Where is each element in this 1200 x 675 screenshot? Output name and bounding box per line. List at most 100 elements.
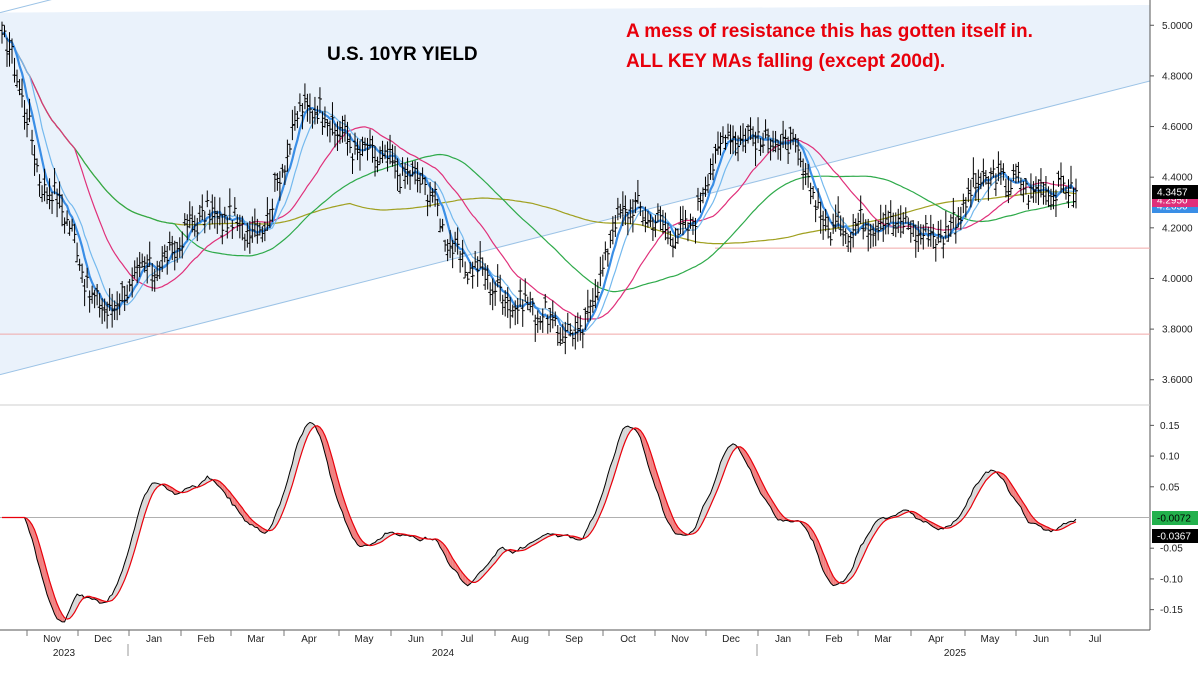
- oscillator-fill-segment: [627, 426, 631, 436]
- last-value-signal-box: [1152, 529, 1198, 543]
- last-value-price-box: [1152, 185, 1198, 199]
- month-label: Apr: [301, 634, 317, 645]
- price-tick-label: 4.0000: [1162, 274, 1193, 285]
- signal-line: [2, 425, 1077, 620]
- oscillator-fill-segment: [675, 523, 678, 535]
- oscillator-fill-segment: [445, 545, 448, 562]
- oscillator-fill-segment: [585, 527, 588, 538]
- month-label: Jul: [461, 634, 474, 645]
- month-label: Jun: [1033, 634, 1049, 645]
- oscillator-fill-segment: [853, 558, 856, 576]
- oscillator-fill-segment: [149, 483, 153, 501]
- oscillator-fill-segment: [637, 428, 641, 438]
- trend-channel-lower-line: [0, 80, 1151, 376]
- oscillator-fill-segment: [475, 574, 478, 583]
- oscillator-fill-segment: [319, 427, 323, 444]
- x-axis: Nov Dec Jan Feb Mar Apr May Jun Jul Aug Sep Oct Nov D…: [26, 630, 1102, 659]
- oscillator-panel: [2, 421, 1077, 623]
- month-label: Aug: [511, 634, 529, 645]
- oscillator-fill-segment: [440, 540, 443, 551]
- month-label: Oct: [620, 634, 636, 645]
- oscillator-fill-segment: [1005, 476, 1009, 491]
- oscillator-fill-segment: [625, 426, 628, 441]
- oscillator-tick-label: -0.05: [1160, 544, 1183, 555]
- oscillator-fill-segment: [803, 522, 806, 529]
- price-axis-ticks: 3.6000 3.8000 4.0000 4.2000 4.4000 4.6000 4.80…: [1150, 21, 1193, 386]
- oscillator-fill-segment: [32, 524, 35, 548]
- annotation-line-1: A mess of resistance this has gotten its…: [626, 21, 1033, 42]
- oscillator-tick-label: -0.10: [1160, 574, 1183, 585]
- oscillator-fill-segment: [317, 425, 320, 437]
- oscillator-fill-segment: [307, 422, 310, 437]
- oscillator-tick-label: 0.15: [1160, 421, 1180, 432]
- annotation-line-2: ALL KEY MAs falling (except 200d).: [626, 51, 945, 72]
- chart-title: U.S. 10YR YIELD: [327, 44, 478, 65]
- oscillator-fill-segment: [324, 435, 328, 463]
- oscillator-fill-segment: [252, 520, 255, 528]
- month-label: Apr: [928, 634, 944, 645]
- oscillator-fill-segment: [249, 517, 253, 525]
- oscillator-fill-segment: [1030, 514, 1034, 524]
- oscillator-tick-label: 0.10: [1160, 452, 1180, 463]
- last-value-oscillator-text: -0.0072: [1157, 514, 1191, 525]
- price-tick-label: 4.8000: [1162, 71, 1193, 82]
- oscillator-fill-segment: [154, 482, 158, 491]
- oscillator-fill-segment: [697, 513, 701, 531]
- price-tick-label: 4.2000: [1162, 223, 1193, 234]
- oscillator-fill-segment: [274, 509, 278, 528]
- last-value-ma-longer-text: 4.2950: [1157, 196, 1188, 207]
- oscillator-fill-segment: [833, 576, 836, 586]
- oscillator-tick-label: 0.05: [1160, 482, 1180, 493]
- month-label: Mar: [874, 634, 892, 645]
- month-label: Jul: [1089, 634, 1102, 645]
- oscillator-fill-segment: [743, 448, 746, 462]
- last-value-oscillator-box: [1152, 511, 1198, 525]
- year-label: 2025: [944, 648, 967, 659]
- price-bars: [0, 21, 1078, 355]
- oscillator-fill-segment: [304, 424, 308, 444]
- month-label: Nov: [43, 634, 61, 645]
- oscillator-fill-segment: [780, 513, 784, 522]
- month-label: Feb: [825, 634, 843, 645]
- oscillator-fill-segment: [923, 517, 926, 523]
- oscillator-axis-ticks: -0.15 -0.10 -0.05 0.05 0.10 0.15: [0, 421, 1183, 616]
- oscillator-fill-segment: [672, 517, 676, 534]
- price-tick-label: 4.4000: [1162, 173, 1193, 184]
- oscillator-fill-segment: [207, 476, 210, 483]
- oscillator-fill-segment: [77, 594, 80, 608]
- oscillator-fill-segment: [327, 442, 330, 475]
- oscillator-fill-segment: [808, 524, 811, 539]
- oscillator-fill-segment: [830, 571, 834, 586]
- oscillator-fill-segment: [59, 609, 63, 622]
- oscillator-fill-segment: [254, 522, 258, 528]
- last-value-signal-text: -0.0367: [1157, 532, 1191, 543]
- oscillator-fill-segment: [147, 486, 150, 508]
- oscillator-fill-segment: [114, 583, 118, 598]
- oscillator-fill-segment: [69, 603, 73, 619]
- oscillator-fill-segment: [357, 533, 360, 547]
- oscillator-fill-segment: [728, 445, 731, 462]
- oscillator-fill-segment: [152, 482, 155, 495]
- month-label: Dec: [722, 634, 740, 645]
- month-label: Jan: [775, 634, 791, 645]
- oscillator-fill-segment: [740, 446, 744, 457]
- oscillator-fill-segment: [117, 577, 120, 595]
- year-label: 2023: [53, 648, 76, 659]
- month-label: Sep: [565, 634, 583, 645]
- moving-averages: [1, 30, 1077, 336]
- month-label: Dec: [94, 634, 112, 645]
- oscillator-fill-segment: [29, 521, 33, 539]
- oscillator-fill-segment: [700, 506, 703, 527]
- oscillator-fill-segment: [57, 603, 60, 621]
- oscillator-fill-segment: [112, 588, 115, 601]
- oscillator-fill-segment: [990, 470, 994, 476]
- oscillator-fill-segment: [677, 527, 681, 535]
- oscillator-fill-segment: [360, 537, 363, 547]
- oscillator-fill-segment: [645, 438, 648, 465]
- oscillator-fill-segment: [309, 422, 313, 432]
- long-ma-line: [1, 31, 1077, 293]
- short-ma-line: [1, 30, 1077, 336]
- oscillator-fill-segment: [733, 443, 736, 452]
